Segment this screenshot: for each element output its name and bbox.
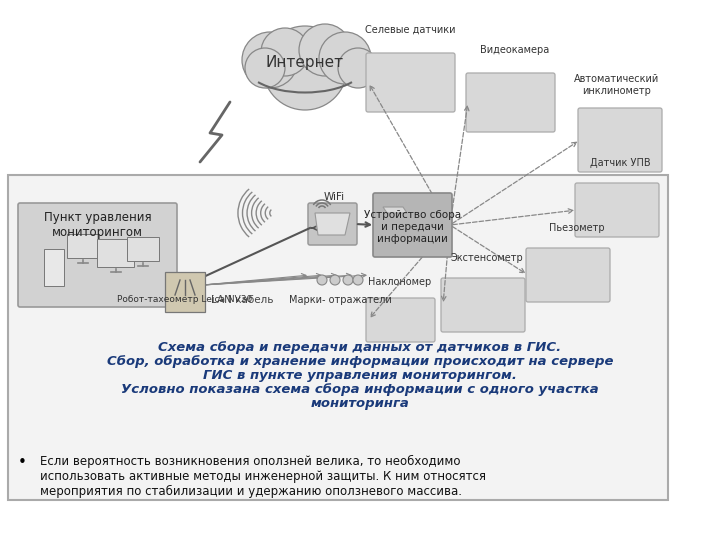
FancyBboxPatch shape <box>441 278 525 332</box>
Circle shape <box>263 26 347 110</box>
Text: •: • <box>17 455 27 470</box>
Text: LAN кабель: LAN кабель <box>211 295 274 305</box>
Polygon shape <box>383 207 407 213</box>
Text: мониторинга: мониторинга <box>310 397 410 410</box>
Circle shape <box>353 275 363 285</box>
Text: ГИС в пункте управления мониторингом.: ГИС в пункте управления мониторингом. <box>203 369 517 382</box>
Text: Экстенсометр: Экстенсометр <box>451 253 523 263</box>
Text: Датчик УПВ: Датчик УПВ <box>590 158 650 168</box>
FancyBboxPatch shape <box>578 108 662 172</box>
Circle shape <box>319 32 371 84</box>
FancyBboxPatch shape <box>366 53 455 112</box>
Text: Селевые датчики: Селевые датчики <box>365 25 455 35</box>
Text: Марки- отражатели: Марки- отражатели <box>289 295 392 305</box>
Text: Интернет: Интернет <box>266 55 344 70</box>
Circle shape <box>330 275 340 285</box>
FancyBboxPatch shape <box>18 203 177 307</box>
FancyBboxPatch shape <box>165 272 205 312</box>
Circle shape <box>317 275 327 285</box>
Text: Пьезометр: Пьезометр <box>549 223 605 233</box>
Text: Видеокамера: Видеокамера <box>480 45 549 55</box>
FancyBboxPatch shape <box>373 193 452 257</box>
FancyBboxPatch shape <box>8 175 668 500</box>
Text: Наклономер: Наклономер <box>369 277 431 287</box>
Text: Условно показана схема сбора информации с одного участка: Условно показана схема сбора информации … <box>121 383 599 396</box>
FancyBboxPatch shape <box>127 237 159 261</box>
Text: Если вероятность возникновения оползней велика, то необходимо: Если вероятность возникновения оползней … <box>40 455 461 468</box>
FancyBboxPatch shape <box>44 249 64 286</box>
Polygon shape <box>315 213 350 235</box>
Circle shape <box>338 48 378 88</box>
Text: Пункт уравления
мониторингом: Пункт уравления мониторингом <box>44 211 151 239</box>
FancyBboxPatch shape <box>466 73 555 132</box>
FancyBboxPatch shape <box>575 183 659 237</box>
Text: Робот-тахеометр Leica NV30: Робот-тахеометр Leica NV30 <box>117 295 253 305</box>
Text: Автоматический
инклинометр: Автоматический инклинометр <box>575 74 660 96</box>
Circle shape <box>245 48 285 88</box>
FancyBboxPatch shape <box>366 298 435 342</box>
Text: Устройство сбора
и передачи
информации: Устройство сбора и передачи информации <box>364 211 461 244</box>
Text: использовать активные методы инженерной защиты. К ним относятся: использовать активные методы инженерной … <box>40 470 486 483</box>
Circle shape <box>261 28 309 76</box>
Circle shape <box>242 32 298 88</box>
Circle shape <box>343 275 353 285</box>
Text: WiFi: WiFi <box>324 192 345 202</box>
Text: Сбор, обработка и хранение информации происходит на сервере: Сбор, обработка и хранение информации пр… <box>107 355 613 368</box>
FancyBboxPatch shape <box>97 239 134 267</box>
Circle shape <box>299 24 351 76</box>
FancyBboxPatch shape <box>67 234 99 258</box>
FancyBboxPatch shape <box>308 203 357 245</box>
FancyBboxPatch shape <box>526 248 610 302</box>
Text: Схема сбора и передачи данных от датчиков в ГИС.: Схема сбора и передачи данных от датчико… <box>158 341 562 354</box>
Text: мероприятия по стабилизации и удержанию оползневого массива.: мероприятия по стабилизации и удержанию … <box>40 485 462 498</box>
